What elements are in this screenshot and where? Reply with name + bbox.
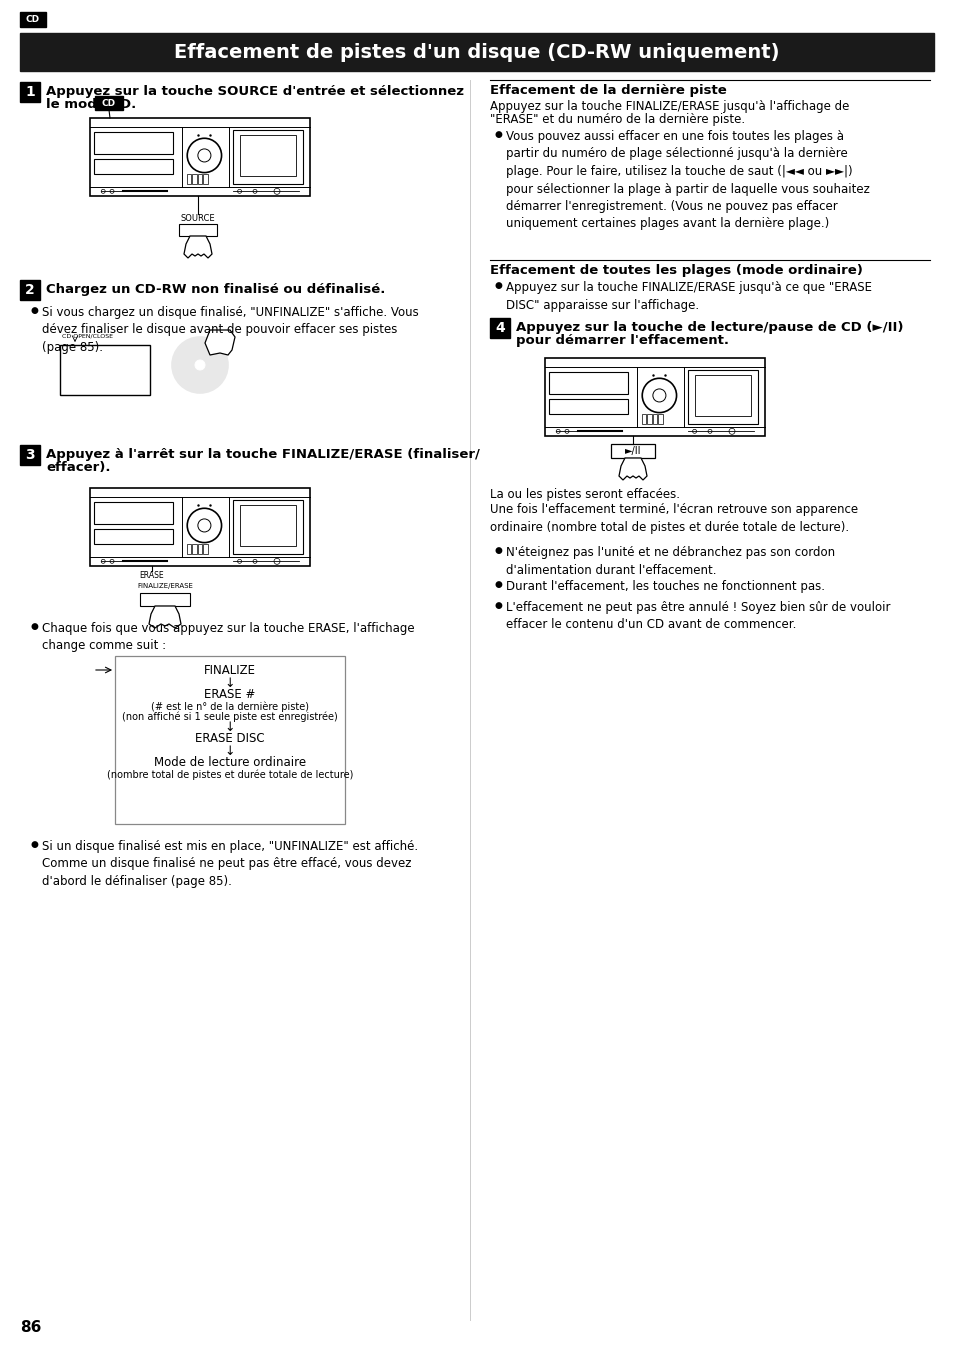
Bar (548, 373, 627, 394)
Bar (197, 174, 202, 184)
Text: 1: 1 (25, 85, 35, 99)
Bar (687, 370, 758, 424)
Bar (94, 158, 172, 174)
Polygon shape (618, 458, 646, 481)
Text: le mode CD.: le mode CD. (46, 99, 136, 111)
Text: ►/II: ►/II (624, 446, 640, 456)
Polygon shape (184, 236, 212, 258)
Text: L'effacement ne peut pas être annulé ! Soyez bien sûr de vouloir
effacer le cont: L'effacement ne peut pas être annulé ! S… (505, 601, 889, 632)
Bar (658, 414, 662, 424)
Text: Vous pouvez aussi effacer en une fois toutes les plages à
partir du numéro de pl: Vous pouvez aussi effacer en une fois to… (505, 130, 869, 231)
Text: ERASE #: ERASE # (204, 688, 255, 701)
Polygon shape (149, 606, 181, 628)
Text: Appuyez à l'arrêt sur la touche FINALIZE/ERASE (finaliser/: Appuyez à l'arrêt sur la touche FINALIZE… (46, 448, 479, 460)
Text: ERASE: ERASE (139, 571, 164, 580)
Bar (240, 135, 296, 176)
Bar (193, 174, 196, 184)
Text: Si un disque finalisé est mis en place, "UNFINALIZE" est affiché.
Comme un disqu: Si un disque finalisé est mis en place, … (42, 840, 417, 888)
Text: 4: 4 (495, 321, 504, 335)
Text: Appuyez sur la touche SOURCE d'entrée et sélectionnez: Appuyez sur la touche SOURCE d'entrée et… (46, 85, 463, 99)
Text: N'éteignez pas l'unité et ne débranchez pas son cordon
d'alimentation durant l'e: N'éteignez pas l'unité et ne débranchez … (505, 545, 834, 576)
Bar (203, 174, 208, 184)
Text: La ou les pistes seront effacées.: La ou les pistes seront effacées. (490, 487, 679, 501)
Text: Durant l'effacement, les touches ne fonctionnent pas.: Durant l'effacement, les touches ne fonc… (505, 580, 824, 593)
Text: Chaque fois que vous appuyez sur la touche ERASE, l'affichage
change comme suit : Chaque fois que vous appuyez sur la touc… (42, 622, 415, 652)
Text: Appuyez sur la touche FINALIZE/ERASE jusqu'à ce que "ERASE
DISC" apparaisse sur : Appuyez sur la touche FINALIZE/ERASE jus… (505, 281, 871, 312)
Text: Une fois l'effacement terminé, l'écran retrouve son apparence
ordinaire (nombre : Une fois l'effacement terminé, l'écran r… (490, 504, 858, 533)
Bar (94, 502, 172, 524)
Text: Chargez un CD-RW non finalisé ou définalisé.: Chargez un CD-RW non finalisé ou définal… (46, 284, 385, 296)
Bar (20, 279, 40, 300)
Bar (187, 174, 191, 184)
Text: ●: ● (30, 622, 38, 630)
Bar (548, 398, 627, 414)
Text: pour démarrer l'effacement.: pour démarrer l'effacement. (516, 333, 728, 347)
Text: FINALIZE/ERASE: FINALIZE/ERASE (137, 583, 193, 589)
Bar (20, 12, 46, 27)
Bar (95, 96, 123, 109)
Bar (193, 544, 196, 554)
Bar (490, 319, 510, 338)
Polygon shape (205, 329, 234, 355)
Bar (203, 544, 208, 554)
Text: ●: ● (30, 840, 38, 849)
Text: FINALIZE: FINALIZE (204, 664, 255, 676)
Bar (94, 132, 172, 154)
Bar (233, 500, 303, 555)
Bar (179, 224, 216, 236)
Text: Effacement de pistes d'un disque (CD-RW uniquement): Effacement de pistes d'un disque (CD-RW … (174, 42, 779, 62)
Text: (nombre total de pistes et durée totale de lecture): (nombre total de pistes et durée totale … (107, 769, 353, 779)
Bar (90, 487, 310, 566)
Text: effacer).: effacer). (46, 460, 111, 474)
Text: ●: ● (494, 601, 501, 610)
Bar (652, 414, 657, 424)
Text: CD: CD (102, 99, 116, 108)
Circle shape (194, 360, 205, 370)
Text: CD OPEN/CLOSE: CD OPEN/CLOSE (62, 333, 112, 338)
Bar (115, 656, 345, 824)
Text: Si vous chargez un disque finalisé, "UNFINALIZE" s'affiche. Vous
dévez finaliser: Si vous chargez un disque finalisé, "UNF… (42, 306, 418, 354)
Text: (non affiché si 1 seule piste est enregistrée): (non affiché si 1 seule piste est enregi… (122, 711, 337, 721)
Bar (94, 529, 172, 544)
Bar (647, 414, 651, 424)
Text: 3: 3 (25, 448, 34, 462)
Bar (641, 414, 645, 424)
Text: Effacement de toutes les plages (mode ordinaire): Effacement de toutes les plages (mode or… (490, 265, 862, 277)
Text: "ERASE" et du numéro de la dernière piste.: "ERASE" et du numéro de la dernière pist… (490, 113, 744, 126)
Text: ●: ● (30, 306, 38, 315)
Text: ↓: ↓ (225, 676, 235, 690)
Bar (140, 593, 190, 606)
Text: Appuyez sur la touche de lecture/pause de CD (►/II): Appuyez sur la touche de lecture/pause d… (516, 321, 902, 333)
Bar (20, 446, 40, 464)
Text: ●: ● (494, 281, 501, 290)
Bar (90, 117, 310, 196)
Text: 86: 86 (20, 1320, 41, 1335)
Text: (# est le n° de la dernière piste): (# est le n° de la dernière piste) (151, 701, 309, 711)
Text: ERASE DISC: ERASE DISC (195, 732, 265, 745)
Text: Effacement de la dernière piste: Effacement de la dernière piste (490, 84, 726, 97)
Bar (610, 444, 655, 458)
Bar (20, 82, 40, 103)
Text: ●: ● (494, 130, 501, 139)
Bar (20, 32, 933, 72)
Text: SOURCE: SOURCE (180, 215, 215, 223)
Text: Appuyez sur la touche FINALIZE/ERASE jusqu'à l'affichage de: Appuyez sur la touche FINALIZE/ERASE jus… (490, 100, 848, 113)
Text: ↓: ↓ (225, 721, 235, 734)
Bar (233, 130, 303, 185)
Bar (544, 358, 764, 436)
Bar (187, 544, 191, 554)
Text: CD: CD (26, 15, 40, 24)
Text: ↓: ↓ (225, 745, 235, 757)
Bar (695, 375, 751, 416)
Text: ●: ● (494, 580, 501, 589)
Bar (60, 346, 150, 396)
Text: Mode de lecture ordinaire: Mode de lecture ordinaire (153, 756, 306, 770)
Text: ●: ● (494, 545, 501, 555)
Text: 2: 2 (25, 284, 35, 297)
Bar (240, 505, 296, 545)
Circle shape (172, 338, 228, 393)
Bar (197, 544, 202, 554)
